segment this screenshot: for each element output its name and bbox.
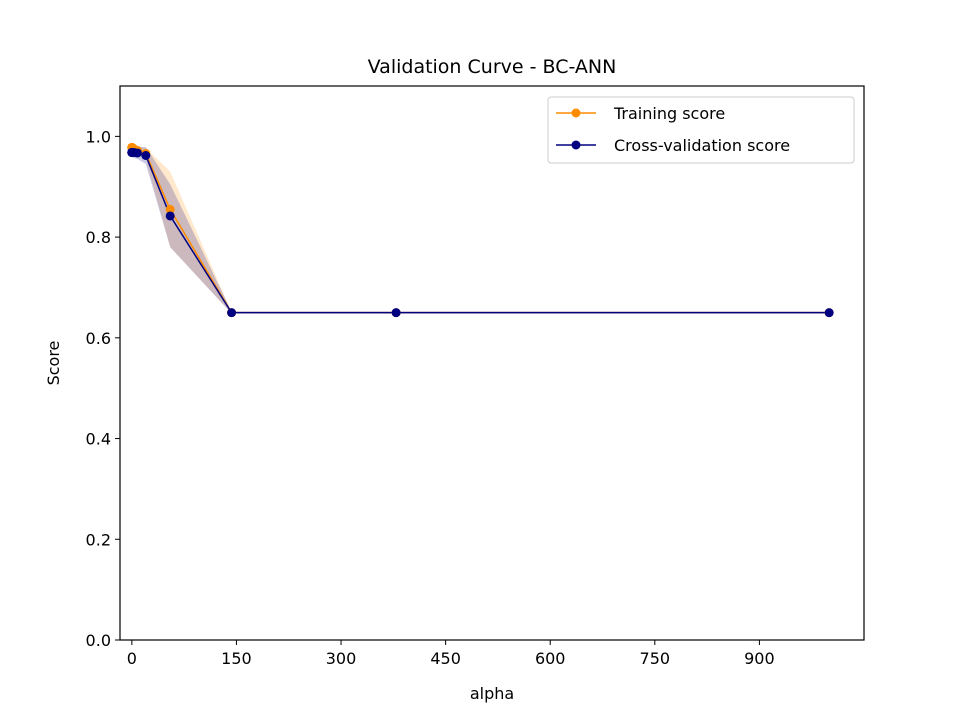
plot-frame [119, 85, 865, 641]
x-tick-label: 300 [326, 649, 357, 668]
y-tick-label: 0.6 [86, 329, 111, 348]
x-axis-ticks: 0 150 300 450 600 750 900 [127, 640, 775, 668]
x-tick-label: 450 [430, 649, 461, 668]
legend: Training score Cross-validation score [547, 96, 855, 164]
legend-marker-cross-validation [571, 140, 581, 150]
x-axis-label: alpha [470, 684, 514, 703]
chart-title: Validation Curve - BC-ANN [368, 56, 617, 78]
x-tick-label: 0 [127, 649, 137, 668]
cross-validation-score-point [391, 308, 401, 318]
x-tick-label: 900 [744, 649, 775, 668]
legend-box [547, 96, 855, 164]
y-tick-label: 0.0 [86, 631, 111, 650]
legend-label-cross-validation: Cross-validation score [614, 136, 790, 155]
legend-marker-training [571, 108, 581, 118]
y-tick-label: 0.2 [86, 530, 111, 549]
cross-validation-score-point [824, 308, 834, 318]
cross-validation-score-point [132, 148, 142, 158]
y-tick-label: 0.4 [86, 430, 111, 449]
x-tick-label: 600 [535, 649, 566, 668]
cross-validation-score-point [165, 211, 175, 221]
legend-label-training: Training score [613, 104, 725, 123]
x-tick-label: 750 [640, 649, 671, 668]
y-tick-label: 1.0 [86, 127, 111, 146]
cross-validation-score-point [141, 151, 151, 160]
cross-validation-score-point [227, 308, 237, 318]
training-score-point [165, 204, 175, 214]
y-tick-label: 0.8 [86, 228, 111, 247]
series-points [127, 142, 834, 318]
x-tick-label: 150 [221, 649, 252, 668]
y-axis-label: Score [44, 341, 63, 386]
y-axis-ticks: 0.0 0.2 0.4 0.6 0.8 1.0 [86, 127, 120, 650]
